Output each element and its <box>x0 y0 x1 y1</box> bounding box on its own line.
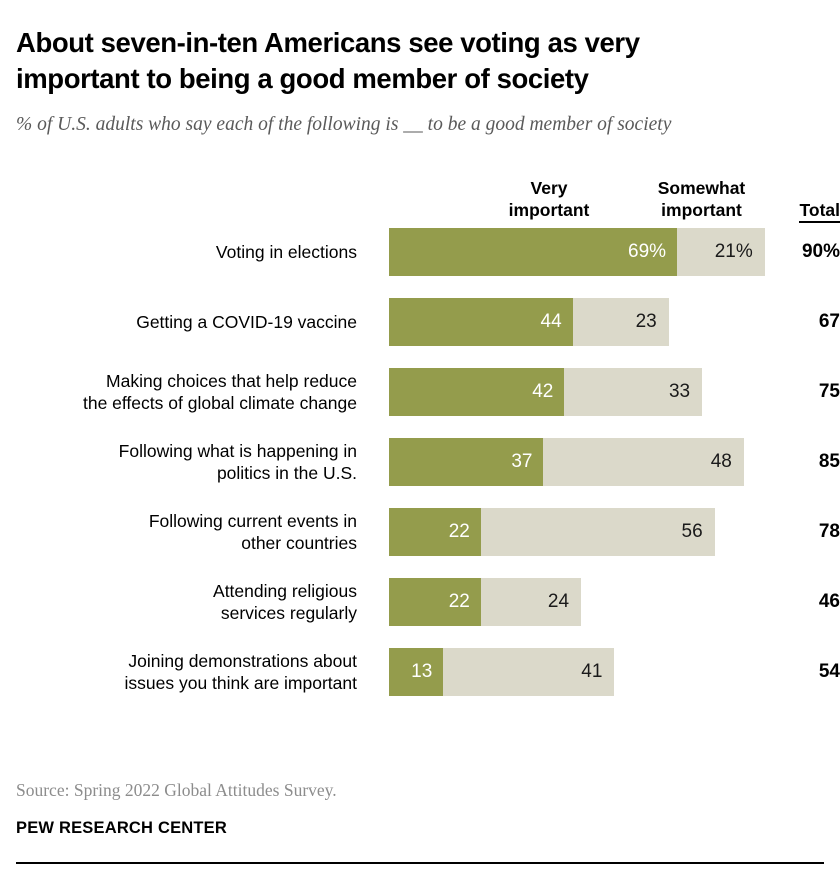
bar-value-very-important: 22 <box>448 521 470 543</box>
chart-row: Getting a COVID-19 vaccine 44 23 67 <box>16 298 840 368</box>
row-category-label-line: Joining demonstrations about <box>128 650 357 671</box>
row-total-value: 54 <box>818 661 840 683</box>
page-title: About seven-in-ten Americans see voting … <box>16 27 640 94</box>
column-header-total-label: Total <box>799 200 840 224</box>
page-subtitle: % of U.S. adults who say each of the fol… <box>16 113 672 135</box>
row-category-label-line: Attending religious <box>213 580 357 601</box>
footer-divider <box>16 862 824 864</box>
row-category-label-line: Following current events in <box>148 510 357 531</box>
column-header-very-important: Very important <box>489 178 609 222</box>
bar-segment-somewhat-important: 48 <box>543 438 744 487</box>
row-category-label: Getting a COVID-19 vaccine <box>17 298 357 346</box>
row-category-label: Following what is happening in politics i… <box>17 438 357 486</box>
stacked-bar: 69% 21% <box>389 228 765 277</box>
stacked-bar: 37 48 <box>389 438 744 487</box>
bar-segment-very-important: 22 <box>389 508 481 557</box>
stacked-bar: 22 56 <box>389 508 715 557</box>
bar-segment-somewhat-important: 21% <box>677 228 765 277</box>
column-header-somewhat-important-line1: Somewhat <box>657 178 746 199</box>
bar-segment-somewhat-important: 56 <box>480 508 715 557</box>
bar-value-somewhat-important: 48 <box>710 451 732 473</box>
bar-value-very-important: 13 <box>411 661 433 683</box>
stacked-bar: 13 41 <box>389 648 615 697</box>
chart-row: Voting in elections 69% 21% 90% <box>16 228 840 298</box>
bar-segment-somewhat-important: 24 <box>480 578 582 627</box>
row-category-label-line: Voting in elections <box>215 241 357 262</box>
row-total-value: 78 <box>818 521 840 543</box>
chart-row: Following current events in other countri… <box>16 508 840 578</box>
row-total-value: 85 <box>818 451 840 473</box>
column-header-total: Total <box>778 200 840 224</box>
brand-attribution: PEW RESEARCH CENTER <box>16 819 227 837</box>
bar-segment-very-important: 22 <box>389 578 481 627</box>
row-category-label-line: the effects of global climate change <box>82 393 357 414</box>
row-category-label: Following current events in other countri… <box>17 508 357 556</box>
stacked-bar: 42 33 <box>389 368 703 417</box>
column-header-somewhat-important-line2: important <box>661 200 742 221</box>
stacked-bar: 44 23 <box>389 298 669 347</box>
bar-value-very-important: 42 <box>532 381 554 403</box>
bar-segment-very-important: 42 <box>389 368 565 417</box>
bar-segment-very-important: 44 <box>389 298 573 347</box>
bar-segment-very-important: 37 <box>389 438 544 487</box>
row-category-label-line: Following what is happening in <box>118 440 357 461</box>
row-total-value: 90% <box>801 241 840 263</box>
row-category-label-line: Making choices that help reduce <box>106 370 357 391</box>
row-category-label-line: services regularly <box>220 603 357 624</box>
row-category-label: Making choices that help reduce the effec… <box>17 368 357 416</box>
row-category-label-line: issues you think are important <box>124 673 357 694</box>
column-header-very-important-line2: important <box>508 200 590 221</box>
bar-value-somewhat-important: 33 <box>668 381 691 403</box>
row-category-label: Voting in elections <box>17 228 357 276</box>
stacked-bar-chart: Voting in elections 69% 21% 90% Getting a CO… <box>16 228 840 718</box>
row-category-label-line: Getting a COVID-19 vaccine <box>136 311 357 332</box>
column-headers: Very important Somewhat important Total <box>16 160 840 224</box>
bar-value-somewhat-important: 21% <box>714 241 753 263</box>
bar-value-very-important: 22 <box>448 591 470 613</box>
chart-row: Following what is happening in politics i… <box>16 438 840 508</box>
row-total-value: 67 <box>818 311 840 333</box>
bar-segment-very-important: 13 <box>389 648 444 697</box>
bar-segment-somewhat-important: 33 <box>564 368 703 417</box>
chart-row: Attending religious services regularly 22 2… <box>16 578 840 648</box>
row-category-label-line: politics in the U.S. <box>216 463 357 484</box>
row-category-label-line: other countries <box>241 533 357 554</box>
row-category-label: Joining demonstrations about issues you t… <box>17 648 357 696</box>
bar-segment-very-important: 69% <box>389 228 678 277</box>
bar-value-somewhat-important: 23 <box>635 311 657 333</box>
bar-value-very-important: 69% <box>628 241 667 263</box>
bar-value-somewhat-important: 41 <box>581 661 603 683</box>
bar-segment-somewhat-important: 41 <box>443 648 615 697</box>
bar-value-somewhat-important: 24 <box>547 591 570 613</box>
column-header-somewhat-important: Somewhat important <box>629 178 774 222</box>
chart-footer: Source: Spring 2022 Global Attitudes Sur… <box>16 780 824 874</box>
chart-row: Making choices that help reduce the effec… <box>16 368 840 438</box>
bar-value-very-important: 44 <box>540 311 562 333</box>
row-category-label: Attending religious services regularly <box>17 578 357 626</box>
row-total-value: 46 <box>818 591 840 613</box>
bar-value-somewhat-important: 56 <box>681 521 703 543</box>
bar-segment-somewhat-important: 23 <box>572 298 669 347</box>
stacked-bar: 22 24 <box>389 578 582 627</box>
chart-row: Joining demonstrations about issues you t… <box>16 648 840 718</box>
row-total-value: 75 <box>818 381 840 403</box>
bar-value-very-important: 37 <box>511 451 533 473</box>
source-note: Source: Spring 2022 Global Attitudes Sur… <box>16 780 337 800</box>
column-header-very-important-line1: Very <box>530 178 568 199</box>
